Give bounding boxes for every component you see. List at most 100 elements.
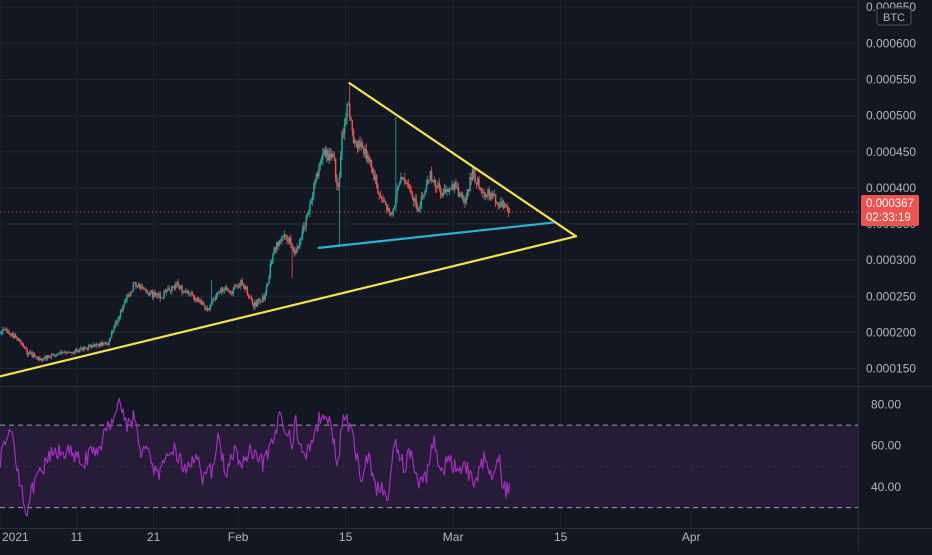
candle-body [232, 289, 234, 295]
currency-badge[interactable]: BTC [876, 7, 912, 26]
rsi-band [0, 425, 858, 508]
candle-body [501, 201, 503, 203]
candle [205, 306, 208, 311]
candle-body [357, 140, 360, 149]
candle-body [112, 329, 114, 333]
candles-layer [0, 83, 511, 363]
candle-body [465, 196, 467, 204]
candle-body [219, 291, 222, 292]
candle [242, 283, 245, 289]
candle-body [379, 195, 382, 197]
candle-body [386, 204, 388, 212]
candle-body [279, 240, 282, 242]
price-tick-label: 0.000250 [866, 289, 916, 303]
candle [275, 241, 278, 254]
candle-body [435, 187, 438, 189]
candle-body [322, 153, 324, 160]
candle-body [457, 187, 460, 197]
candle [305, 214, 307, 232]
candle [105, 341, 108, 346]
candle [223, 287, 226, 294]
candle [246, 285, 249, 296]
candle [466, 189, 469, 201]
candle [60, 349, 63, 355]
candle-body [110, 332, 113, 338]
candle [68, 351, 71, 354]
candle [108, 338, 110, 347]
price-tick-label: 0.000400 [866, 181, 916, 195]
candle-body [75, 349, 77, 352]
candle-body [183, 291, 186, 292]
candle [14, 332, 17, 339]
trendline-support [317, 221, 555, 249]
candle [137, 282, 140, 288]
last-price-tag: 0.000367 02:33:19 [861, 195, 919, 226]
candle-body [46, 355, 49, 359]
candle [382, 194, 384, 203]
candle [470, 173, 473, 186]
candle [420, 192, 423, 210]
time-tick-label: 21 [147, 530, 161, 544]
candle-body [159, 293, 162, 299]
candle-body [278, 240, 281, 246]
candle-body [506, 206, 508, 209]
candle-body [499, 202, 502, 207]
candle-body [361, 143, 364, 148]
candle [115, 320, 118, 327]
candle [273, 246, 275, 255]
candle-body [26, 349, 28, 355]
candle [391, 211, 393, 216]
candle-body [67, 351, 69, 353]
candle [299, 238, 301, 250]
candle-body [85, 347, 87, 349]
candle [80, 345, 82, 351]
candle [389, 211, 392, 218]
candle [403, 172, 406, 186]
candle-body [327, 150, 329, 161]
candle [187, 290, 190, 297]
candle [260, 301, 263, 303]
candle [395, 117, 397, 212]
candle [95, 342, 98, 349]
candle [228, 290, 231, 294]
candle [401, 176, 403, 181]
candle [181, 284, 183, 296]
candle [214, 294, 217, 303]
candle [235, 283, 237, 287]
price-tick-label: 0.000500 [866, 109, 916, 123]
candle [77, 349, 80, 353]
candle [126, 293, 128, 303]
candle [361, 140, 364, 149]
candle-body [306, 213, 309, 217]
candle-body [197, 297, 200, 302]
candle-body [389, 212, 392, 215]
candle-body [82, 346, 85, 350]
candle [476, 176, 479, 186]
candle [107, 342, 109, 346]
candle [36, 356, 39, 360]
candle-body [474, 174, 476, 183]
candle-body [17, 338, 19, 341]
candle-body [427, 180, 429, 184]
candle-body [2, 329, 4, 334]
candle-body [164, 291, 167, 293]
candle [251, 297, 254, 306]
candle [156, 292, 159, 299]
candle [412, 197, 415, 207]
candle [428, 180, 430, 184]
candle [446, 186, 448, 197]
candle-body [281, 237, 283, 242]
candle-body [269, 264, 272, 278]
candle-body [311, 195, 314, 201]
candle [491, 190, 493, 201]
candle-body [192, 295, 195, 298]
candle [192, 294, 195, 301]
candle-body [44, 356, 46, 359]
candle-body [273, 247, 275, 255]
candle-body [220, 288, 223, 292]
candle-body [345, 116, 347, 125]
candle-body [147, 292, 150, 296]
candle-body [406, 182, 409, 185]
candle-body [307, 212, 310, 214]
